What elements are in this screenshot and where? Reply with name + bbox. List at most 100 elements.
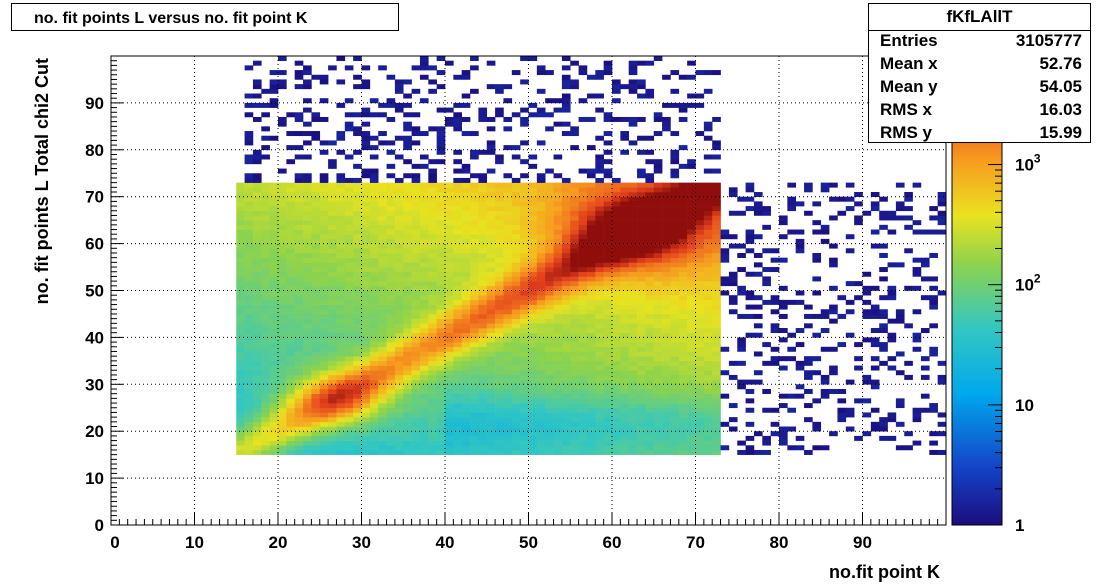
heatmap-cell [578, 384, 588, 390]
heatmap-cell [637, 426, 646, 432]
heatmap-cell [261, 224, 270, 230]
heatmap-cell [269, 267, 279, 273]
heatmap-cell [628, 360, 638, 366]
heatmap-cell [436, 238, 446, 244]
heatmap-cell [570, 360, 579, 366]
heatmap-cell [403, 229, 412, 235]
heatmap-cell [712, 445, 721, 451]
heatmap-cell [879, 224, 888, 230]
heatmap-cell [553, 449, 563, 455]
heatmap-cell [419, 262, 429, 268]
heatmap-cell [779, 220, 788, 226]
heatmap-cell [244, 398, 254, 404]
heatmap-cell [687, 323, 696, 329]
heatmap-cell [436, 149, 446, 155]
heatmap-cell [637, 417, 646, 423]
heatmap-cell [612, 243, 621, 249]
heatmap-cell [394, 182, 404, 188]
heatmap-cell [662, 342, 671, 348]
heatmap-cell [545, 262, 554, 268]
heatmap-cell [578, 313, 588, 319]
heatmap-cell [428, 449, 437, 455]
heatmap-cell [628, 295, 638, 301]
heatmap-cell [628, 281, 638, 287]
heatmap-cell [436, 412, 446, 418]
heatmap-cell [436, 318, 446, 324]
heatmap-cell [403, 182, 412, 188]
heatmap-cell [495, 290, 504, 296]
heatmap-cell [453, 220, 462, 226]
heatmap-cell [419, 281, 429, 287]
heatmap-cell [645, 360, 655, 366]
heatmap-cell [386, 403, 396, 409]
heatmap-cell [653, 412, 663, 418]
heatmap-cell [503, 126, 513, 132]
heatmap-cell [378, 431, 387, 437]
heatmap-cell [904, 196, 913, 202]
heatmap-cell [687, 309, 696, 315]
heatmap-cell [445, 318, 454, 324]
heatmap-cell [703, 403, 713, 409]
heatmap-cell [662, 215, 671, 221]
heatmap-cell [461, 332, 471, 338]
heatmap-cell [645, 356, 655, 362]
heatmap-cell [536, 342, 546, 348]
heatmap-cell [453, 206, 462, 212]
heatmap-cell [461, 285, 471, 291]
heatmap-cell [461, 267, 471, 273]
heatmap-cell [453, 435, 462, 441]
heatmap-cell [495, 220, 504, 226]
heatmap-cell [386, 116, 396, 122]
heatmap-cell [520, 262, 529, 268]
heatmap-cell [361, 210, 371, 216]
heatmap-cell [703, 196, 713, 202]
heatmap-cell [586, 145, 596, 151]
heatmap-cell [904, 206, 913, 212]
heatmap-cell [620, 257, 629, 263]
heatmap-cell [236, 196, 245, 202]
heatmap-cell [753, 271, 763, 277]
chart-title-box: no. fit points L versus no. fit point K [11, 3, 399, 31]
heatmap-cell [670, 304, 680, 310]
heatmap-cell [536, 182, 546, 188]
heatmap-cell [561, 74, 571, 80]
heatmap-cell [520, 224, 529, 230]
heatmap-cell [411, 196, 421, 202]
heatmap-cell [553, 243, 563, 249]
heatmap-cell [361, 379, 371, 385]
heatmap-cell [687, 243, 696, 249]
heatmap-cell [712, 360, 721, 366]
heatmap-cell [353, 262, 362, 268]
heatmap-cell [712, 248, 721, 254]
heatmap-cell [628, 215, 638, 221]
heatmap-cell [478, 196, 488, 202]
heatmap-cell [244, 224, 254, 230]
heatmap-cell [453, 285, 462, 291]
heatmap-cell [236, 370, 245, 376]
heatmap-cell [486, 374, 496, 380]
heatmap-cell [695, 440, 705, 446]
heatmap-cell [461, 196, 471, 202]
heatmap-cell [620, 384, 629, 390]
heatmap-cell [653, 210, 663, 216]
heatmap-cell [561, 365, 571, 371]
heatmap-cell [879, 267, 888, 273]
heatmap-cell [311, 309, 321, 315]
heatmap-cell [536, 206, 546, 212]
heatmap-cell [695, 238, 705, 244]
heatmap-cell [553, 313, 563, 319]
heatmap-cell [495, 379, 504, 385]
heatmap-cell [511, 342, 521, 348]
heatmap-cell [486, 168, 496, 174]
heatmap-cell [570, 126, 579, 132]
heatmap-cell [511, 356, 521, 362]
heatmap-cell [536, 435, 546, 441]
heatmap-cell [612, 210, 621, 216]
heatmap-cell [637, 332, 646, 338]
heatmap-cell [361, 206, 371, 212]
heatmap-cell [445, 238, 454, 244]
heatmap-cell [361, 370, 371, 376]
heatmap-cell [319, 346, 329, 352]
heatmap-cell [779, 435, 788, 441]
heatmap-cell [595, 243, 604, 249]
